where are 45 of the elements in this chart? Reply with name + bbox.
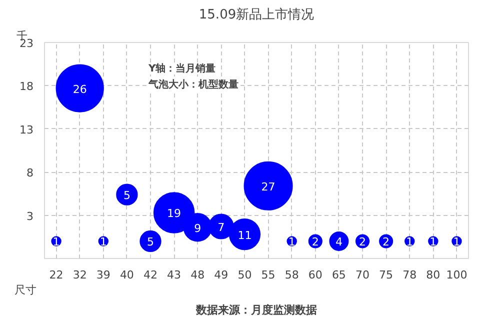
data-label: 1 <box>430 236 437 249</box>
data-label: 11 <box>238 228 252 242</box>
chart-title: 15.09新品上市情况 <box>198 8 314 22</box>
data-label: 27 <box>261 180 276 194</box>
y-tick-label: 13 <box>20 123 34 136</box>
data-label: 19 <box>167 207 182 220</box>
x-tick-label: 65 <box>332 268 346 282</box>
x-tick-label: 32 <box>72 268 87 282</box>
x-tick-label: 100 <box>446 268 468 282</box>
x-tick-label: 78 <box>402 268 417 282</box>
x-tick-label: 70 <box>356 268 370 282</box>
data-label: 5 <box>123 189 130 202</box>
x-tick-label: 40 <box>120 268 134 282</box>
data-label: 2 <box>359 236 366 249</box>
data-label: 26 <box>72 82 87 96</box>
x-tick-label: 58 <box>284 268 299 282</box>
x-tick-label: 22 <box>49 268 64 282</box>
data-label: 2 <box>382 236 390 249</box>
x-tick-label: 49 <box>214 268 228 282</box>
data-label: 1 <box>52 236 60 249</box>
x-tick-label: 42 <box>144 268 158 282</box>
x-tick-label: 43 <box>167 268 182 282</box>
x-tick-label: 50 <box>238 268 252 282</box>
x-axis-title: 尺寸 <box>14 284 36 296</box>
data-label: 1 <box>453 236 460 249</box>
data-label: 1 <box>100 236 107 249</box>
x-tick-label: 39 <box>96 268 110 282</box>
y-tick-label: 18 <box>20 80 34 94</box>
y-tick-label: 3 <box>26 210 34 223</box>
y-tick-label: 8 <box>26 166 34 180</box>
x-tick-label: 48 <box>190 268 205 282</box>
source-note: 数据来源：月度监测数据 <box>195 304 317 316</box>
x-tick-label: 60 <box>308 268 322 282</box>
data-label: 1 <box>288 236 296 249</box>
annotation: Y轴：当月销量 <box>148 62 216 74</box>
x-tick-label: 75 <box>379 268 394 282</box>
x-tick-label: 55 <box>261 268 276 282</box>
data-label: 9 <box>194 222 202 235</box>
data-label: 7 <box>218 221 225 234</box>
x-tick-label: 80 <box>426 268 440 282</box>
data-label: 1 <box>406 236 414 249</box>
data-label: 4 <box>335 236 342 249</box>
data-label: 5 <box>147 236 154 249</box>
annotation: 气泡大小：机型数量 <box>148 78 238 90</box>
data-label: 2 <box>312 236 319 249</box>
